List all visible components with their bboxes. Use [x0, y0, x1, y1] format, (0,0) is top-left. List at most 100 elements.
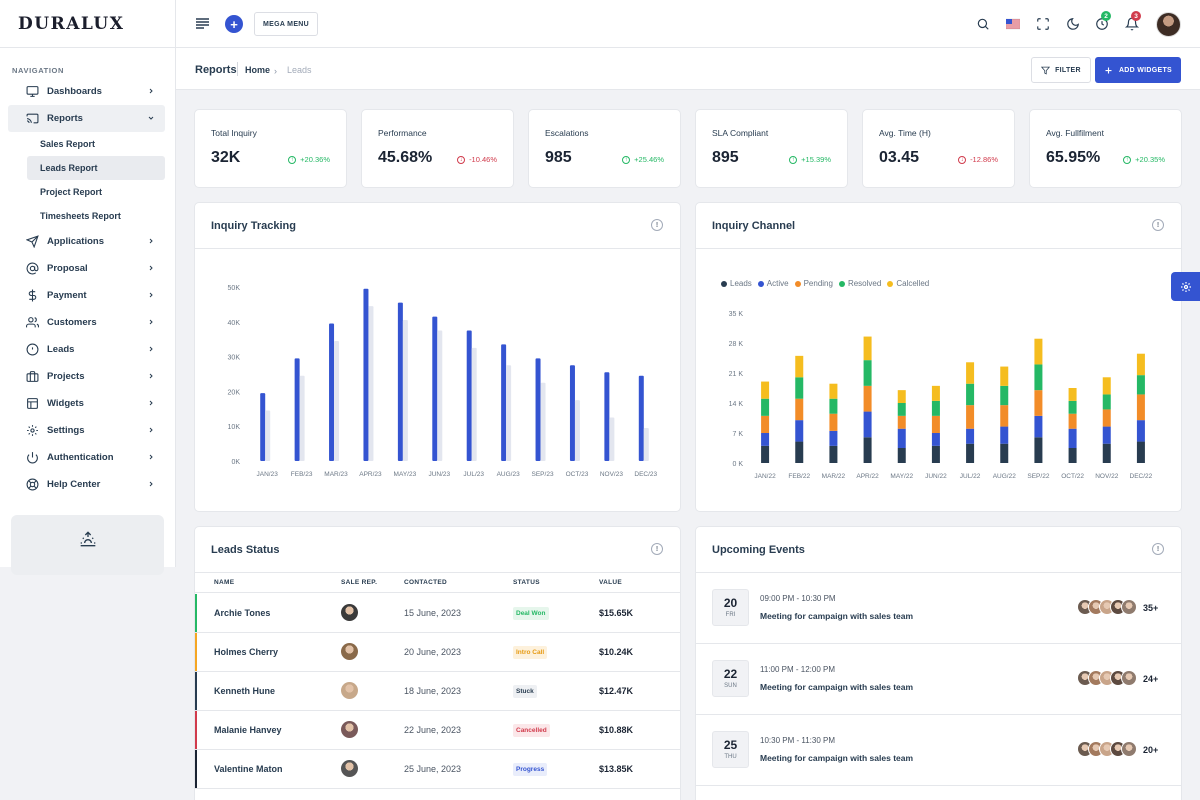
bar-secondary[interactable]: [334, 340, 340, 461]
column-header-value[interactable]: VALUE: [599, 579, 623, 586]
bar-primary[interactable]: [260, 393, 266, 461]
table-row[interactable]: Malanie Hanvey 22 June, 2023 Cancelled $10.…: [195, 711, 680, 750]
stacked-bar-segment-leads[interactable]: [897, 448, 906, 463]
breadcrumb-home[interactable]: Home: [245, 65, 271, 75]
bar-primary[interactable]: [397, 302, 403, 461]
stacked-bar-segment-resolved[interactable]: [1136, 375, 1145, 395]
stacked-bar-segment-active[interactable]: [761, 433, 770, 446]
sidebar-item-widgets[interactable]: Widgets: [8, 390, 165, 417]
table-row[interactable]: Valentine Maton 25 June, 2023 Progress $13.…: [195, 750, 680, 789]
legend-item-cancelled[interactable]: Calcelled: [887, 279, 929, 288]
event-item[interactable]: 20 FRI 09:00 PM - 10:30 PM Meeting for camp…: [696, 573, 1181, 644]
bar-primary[interactable]: [466, 330, 472, 462]
stacked-bar-segment-active[interactable]: [1136, 420, 1145, 442]
stacked-bar-segment-leads[interactable]: [1068, 448, 1077, 463]
stacked-bar-segment-active[interactable]: [1034, 415, 1043, 438]
stacked-bar-segment-active[interactable]: [1102, 426, 1111, 444]
stacked-bar-segment-calcelled[interactable]: [1068, 388, 1077, 401]
stacked-bar-segment-resolved[interactable]: [1102, 394, 1111, 410]
bar-secondary[interactable]: [368, 306, 374, 461]
stacked-bar-segment-pending[interactable]: [829, 413, 838, 431]
bar-secondary[interactable]: [402, 320, 408, 461]
stacked-bar-segment-leads[interactable]: [761, 445, 770, 463]
stacked-bar-segment-leads[interactable]: [1034, 437, 1043, 463]
table-row[interactable]: Holmes Cherry 20 June, 2023 Intro Call $10.…: [195, 633, 680, 672]
stacked-bar-segment-calcelled[interactable]: [863, 336, 872, 361]
stacked-bar-segment-leads[interactable]: [966, 443, 975, 463]
stacked-bar-segment-pending[interactable]: [795, 398, 804, 421]
stacked-bar-segment-calcelled[interactable]: [829, 383, 838, 399]
stacked-bar-segment-leads[interactable]: [863, 437, 872, 463]
bar-secondary[interactable]: [540, 382, 546, 461]
legend-item-resolved[interactable]: Resolved: [838, 279, 881, 288]
sales-rep-avatar[interactable]: [341, 682, 358, 699]
info-icon[interactable]: !: [1152, 543, 1164, 555]
stacked-bar-segment-calcelled[interactable]: [1034, 338, 1043, 365]
search-icon[interactable]: [976, 17, 990, 31]
sidebar-item-dashboards[interactable]: Dashboards: [8, 78, 165, 105]
stacked-bar-segment-resolved[interactable]: [1034, 364, 1043, 391]
moon-icon[interactable]: [1066, 17, 1080, 31]
bar-secondary[interactable]: [471, 347, 477, 461]
add-widgets-button[interactable]: ADD WIDGETS: [1095, 57, 1181, 83]
bar-secondary[interactable]: [574, 400, 580, 461]
column-header-contacted[interactable]: CONTACTED: [404, 579, 448, 586]
lead-name[interactable]: Malanie Hanvey: [214, 725, 282, 735]
table-row[interactable]: Archie Tones 15 June, 2023 Deal Won $15.65K: [195, 594, 680, 633]
info-icon[interactable]: !: [651, 543, 663, 555]
bar-primary[interactable]: [604, 372, 610, 461]
stacked-bar-segment-leads[interactable]: [1000, 443, 1009, 463]
stacked-bar-segment-active[interactable]: [1000, 426, 1009, 444]
event-title[interactable]: Meeting for campaign with sales team: [760, 753, 914, 763]
bar-secondary[interactable]: [265, 410, 271, 461]
stacked-bar-segment-active[interactable]: [863, 411, 872, 438]
theme-settings-button[interactable]: [1171, 272, 1200, 301]
stacked-bar-segment-active[interactable]: [829, 430, 838, 446]
stacked-bar-segment-pending[interactable]: [761, 415, 770, 433]
stacked-bar-segment-calcelled[interactable]: [966, 362, 975, 384]
stacked-bar-segment-calcelled[interactable]: [931, 385, 940, 401]
stacked-bar-segment-active[interactable]: [795, 420, 804, 442]
sales-rep-avatar[interactable]: [341, 643, 358, 660]
stacked-bar-segment-resolved[interactable]: [863, 360, 872, 386]
sidebar-item-applications[interactable]: Applications: [8, 228, 165, 255]
stacked-bar-segment-leads[interactable]: [795, 441, 804, 463]
filter-button[interactable]: FILTER: [1031, 57, 1091, 83]
sidebar-subitem-leads-report[interactable]: Leads Report: [27, 156, 165, 180]
stacked-bar-segment-pending[interactable]: [897, 415, 906, 429]
event-item[interactable]: 25 THU 10:30 PM - 11:30 PM Meeting for camp…: [696, 715, 1181, 786]
sales-rep-avatar[interactable]: [341, 760, 358, 777]
column-header-status[interactable]: STATUS: [513, 579, 540, 586]
info-icon[interactable]: !: [1152, 219, 1164, 231]
stacked-bar-segment-leads[interactable]: [1102, 443, 1111, 463]
bar-primary[interactable]: [294, 358, 300, 461]
stacked-bar-segment-leads[interactable]: [931, 445, 940, 463]
stacked-bar-segment-resolved[interactable]: [1068, 400, 1077, 414]
lead-name[interactable]: Valentine Maton: [214, 764, 283, 774]
fullscreen-icon[interactable]: [1036, 17, 1050, 31]
stacked-bar-segment-pending[interactable]: [966, 405, 975, 429]
bar-primary[interactable]: [432, 316, 438, 461]
sidebar-subitem-sales-report[interactable]: Sales Report: [40, 139, 96, 149]
stacked-bar-segment-pending[interactable]: [1034, 390, 1043, 416]
stacked-bar-segment-calcelled[interactable]: [761, 381, 770, 399]
legend-item-leads[interactable]: Leads: [721, 279, 752, 288]
sidebar-item-help-center[interactable]: Help Center: [8, 471, 165, 498]
stacked-bar-segment-active[interactable]: [897, 428, 906, 448]
lead-name[interactable]: Archie Tones: [214, 608, 271, 618]
user-avatar[interactable]: [1156, 12, 1181, 37]
quick-add-button[interactable]: +: [225, 15, 243, 33]
event-title[interactable]: Meeting for campaign with sales team: [760, 611, 914, 621]
stacked-bar-segment-leads[interactable]: [1136, 441, 1145, 463]
column-header-sale-rep[interactable]: SALE REP.: [341, 579, 378, 586]
stacked-bar-segment-resolved[interactable]: [897, 403, 906, 416]
stacked-bar-segment-pending[interactable]: [1102, 409, 1111, 427]
sidebar-item-reports[interactable]: Reports: [8, 105, 165, 132]
legend-item-active[interactable]: Active: [757, 279, 789, 288]
stacked-bar-segment-active[interactable]: [931, 433, 940, 446]
sidebar-subitem-timesheets-report[interactable]: Timesheets Report: [40, 211, 121, 221]
table-row[interactable]: Kenneth Hune 18 June, 2023 Stuck $12.47K: [195, 672, 680, 711]
stacked-bar-segment-active[interactable]: [966, 428, 975, 444]
bar-secondary[interactable]: [437, 330, 443, 462]
sidebar-item-proposal[interactable]: Proposal: [8, 255, 165, 282]
